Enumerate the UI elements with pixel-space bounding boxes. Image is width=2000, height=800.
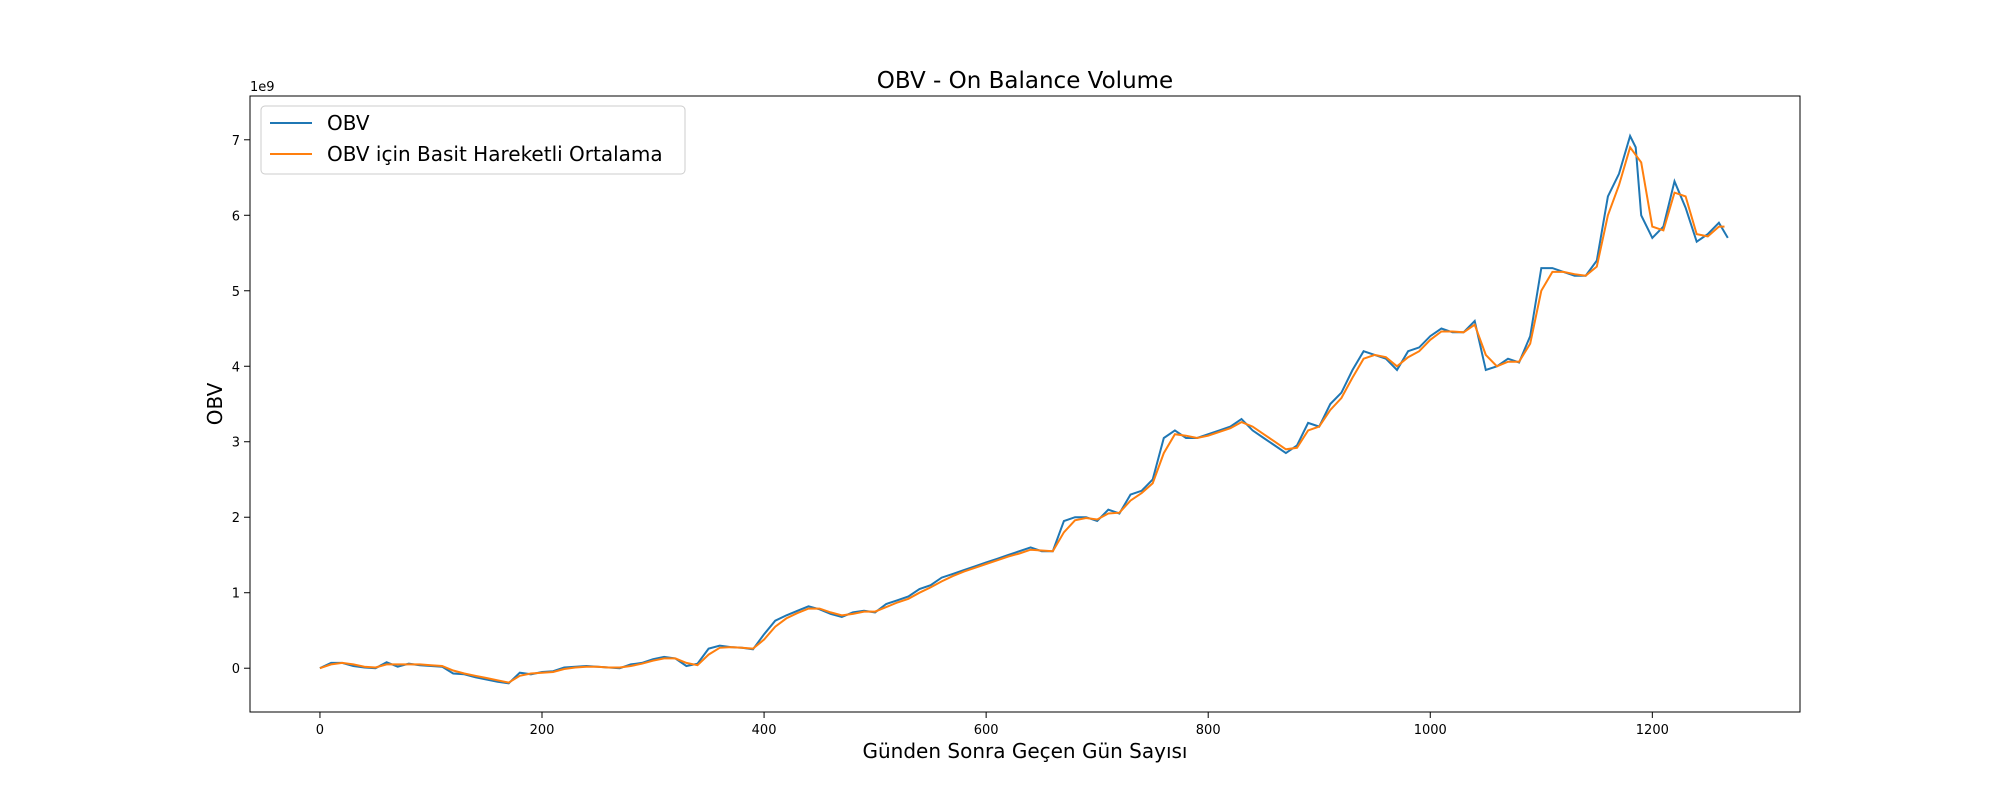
y-tick-label: 5 — [232, 285, 240, 300]
x-tick-label: 0 — [316, 723, 324, 738]
y-tick-label: 1 — [232, 587, 240, 602]
x-tick-label: 400 — [752, 723, 777, 738]
y-tick-label: 7 — [232, 134, 240, 149]
x-tick-label: 1200 — [1636, 723, 1669, 738]
x-axis-label: Günden Sonra Geçen Gün Sayısı — [863, 739, 1188, 763]
x-tick-label: 800 — [1196, 723, 1221, 738]
y-tick-label: 3 — [232, 436, 240, 451]
x-axis-ticks: 0 200 400 600 800 1000 1200 — [316, 712, 1669, 738]
legend: OBV OBV için Basit Hareketli Ortalama — [260, 105, 686, 175]
series-layer — [319, 133, 1729, 685]
plot-area — [249, 95, 1801, 713]
y-axis-ticks: 0 1 2 3 4 5 6 7 — [232, 134, 250, 677]
plot-frame — [249, 95, 1801, 713]
legend-entry-obv: OBV — [327, 111, 370, 135]
y-axis-offset-label: 1e9 — [250, 80, 275, 95]
y-tick-label: 6 — [232, 209, 240, 224]
y-tick-label: 0 — [232, 662, 240, 677]
x-tick-label: 1000 — [1414, 723, 1447, 738]
legend-entry-sma: OBV için Basit Hareketli Ortalama — [327, 142, 663, 166]
y-tick-label: 4 — [232, 360, 240, 375]
y-axis-label: OBV — [203, 382, 227, 425]
series-line-sma — [319, 145, 1725, 684]
y-tick-label: 2 — [232, 511, 240, 526]
x-tick-label: 600 — [974, 723, 999, 738]
chart-title: OBV - On Balance Volume — [877, 68, 1173, 94]
legend-box — [260, 105, 686, 175]
x-tick-label: 200 — [530, 723, 555, 738]
